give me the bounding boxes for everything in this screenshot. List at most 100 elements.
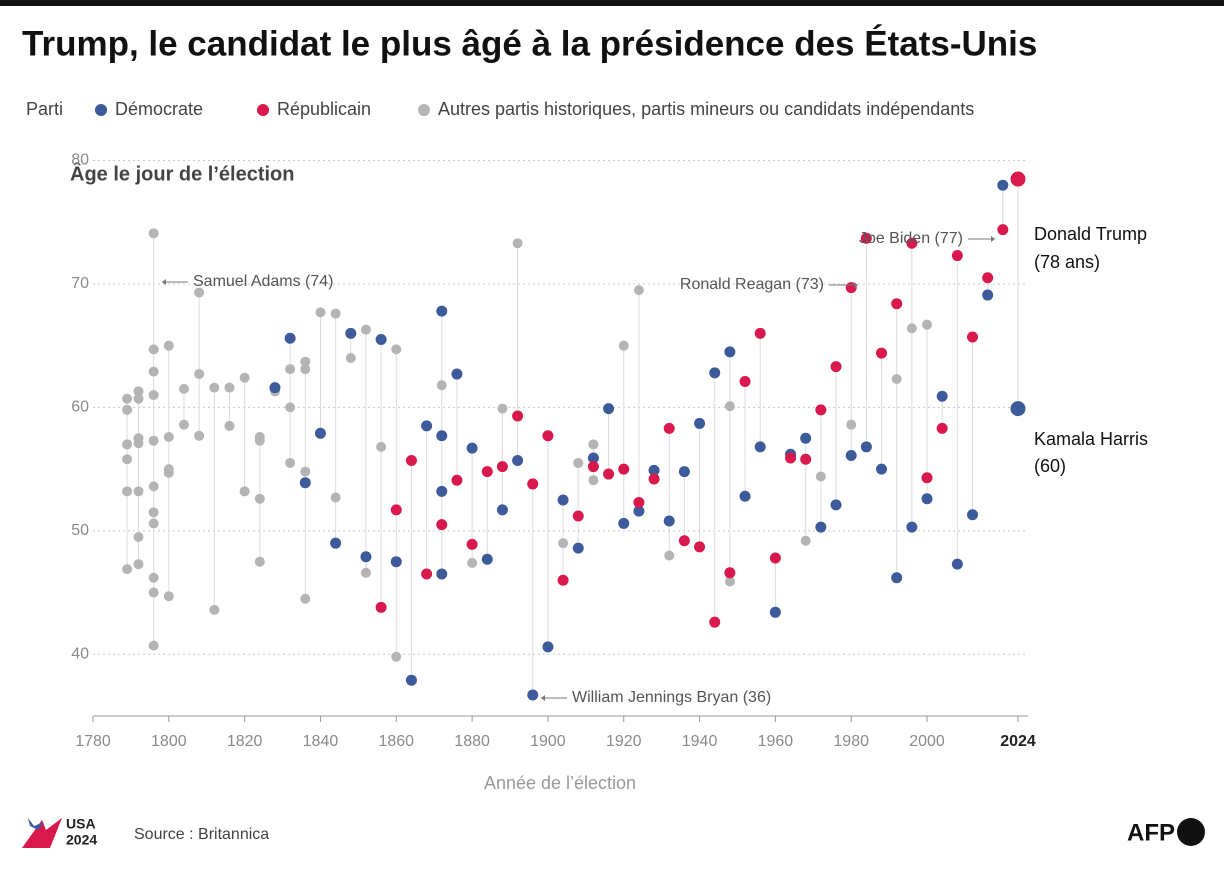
y-tick-label: 70: [71, 275, 89, 292]
point: [148, 435, 159, 446]
point: [391, 344, 402, 355]
arrow-head: [541, 695, 545, 701]
point: [512, 410, 524, 422]
point: [375, 333, 387, 345]
usa-logo: USA 2024: [22, 816, 97, 848]
point: [375, 601, 387, 613]
legend-label: Républicain: [277, 99, 371, 119]
point: [906, 323, 917, 334]
point: [860, 441, 872, 453]
point: [436, 430, 448, 442]
point: [800, 432, 812, 444]
point: [122, 439, 133, 450]
point: [254, 435, 265, 446]
point: [542, 641, 554, 653]
point: [390, 556, 402, 568]
point: [922, 319, 933, 330]
point: [163, 467, 174, 478]
chart-title: Trump, le candidat le plus âgé à la prés…: [22, 23, 1037, 63]
point: [967, 509, 979, 521]
point: [936, 422, 948, 434]
point: [769, 606, 781, 618]
point: [122, 564, 133, 575]
point: [300, 364, 311, 375]
point: [997, 224, 1009, 236]
point: [648, 464, 660, 476]
point: [300, 356, 311, 367]
point: [815, 471, 826, 482]
point: [951, 558, 963, 570]
point: [148, 587, 159, 598]
point: [133, 486, 144, 497]
point: [663, 515, 675, 527]
point: [754, 441, 766, 453]
y-axis-label: Âge le jour de l’élection: [70, 161, 295, 185]
x-tick-label: 1900: [530, 733, 566, 750]
point: [285, 364, 296, 375]
point: [497, 403, 508, 414]
legend-label: Démocrate: [115, 99, 203, 119]
point: [360, 567, 371, 578]
point: [466, 442, 478, 454]
logo-text: USA: [66, 816, 96, 832]
point: [299, 477, 311, 489]
y-tick-label: 50: [71, 522, 89, 539]
point: [830, 361, 842, 373]
point: [330, 308, 341, 319]
annotation: Donald Trump: [1034, 224, 1147, 244]
x-tick-label: 1920: [606, 733, 642, 750]
point: [163, 591, 174, 602]
point: [133, 393, 144, 404]
point: [633, 496, 645, 508]
point: [951, 250, 963, 262]
x-tick-label: 1840: [303, 733, 339, 750]
point: [314, 427, 326, 439]
point: [936, 390, 948, 402]
point: [891, 298, 903, 310]
annotation: Ronald Reagan (73): [680, 276, 824, 293]
point: [122, 404, 133, 415]
logo-stripes: [22, 818, 62, 848]
point: [163, 432, 174, 443]
x-tick-label: 1800: [151, 733, 187, 750]
point: [557, 574, 569, 586]
point: [148, 390, 159, 401]
point: [300, 466, 311, 477]
annotation: (78 ans): [1034, 252, 1100, 272]
point: [891, 572, 903, 584]
point: [572, 542, 584, 554]
point: [496, 461, 508, 473]
point: [285, 402, 296, 413]
point: [148, 228, 159, 239]
annotation: Kamala Harris: [1034, 429, 1148, 449]
x-tick-label: 2024: [1000, 733, 1036, 750]
point: [845, 450, 857, 462]
top-rule: [0, 0, 1224, 6]
point: [876, 347, 888, 359]
logo-text: 2024: [66, 832, 97, 848]
arrow-head: [991, 236, 995, 242]
point: [906, 521, 918, 533]
point: [390, 504, 402, 516]
point: [800, 535, 811, 546]
point: [512, 454, 524, 466]
point: [224, 420, 235, 431]
point: [436, 305, 448, 317]
point: [194, 287, 205, 298]
point: [481, 466, 493, 478]
point: [194, 430, 205, 441]
point: [739, 375, 751, 387]
point: [542, 430, 554, 442]
point: [345, 353, 356, 364]
point: [405, 454, 417, 466]
y-tick-label: 60: [71, 399, 89, 416]
point: [678, 535, 690, 547]
point: [603, 403, 615, 415]
point: [678, 466, 690, 478]
point: [558, 538, 569, 549]
legend-marker: [95, 104, 107, 116]
point: [133, 532, 144, 543]
point: [739, 490, 751, 502]
point: [451, 368, 463, 380]
